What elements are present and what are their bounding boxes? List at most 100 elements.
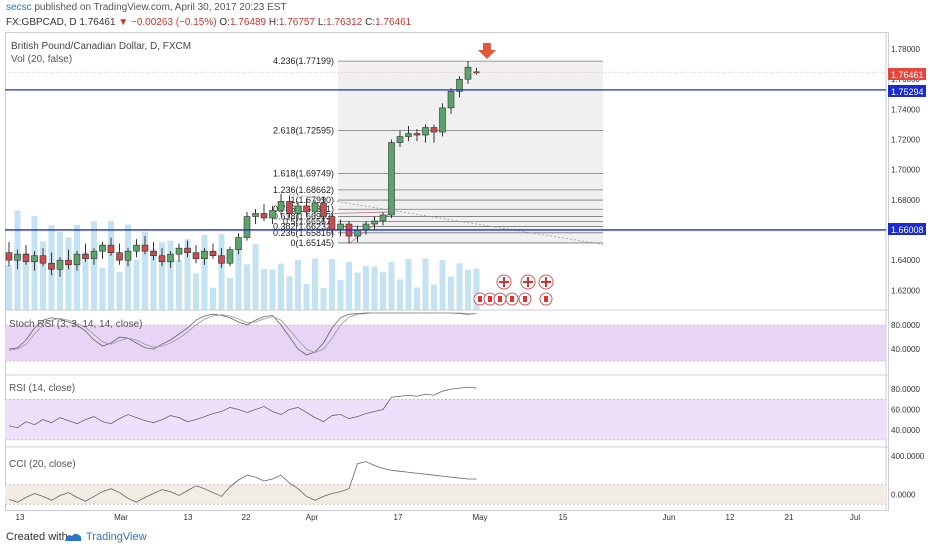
candle-body bbox=[430, 127, 438, 133]
fib-level-label: 0.382(1.66232) bbox=[273, 222, 334, 232]
y-tick-label: 1.72000 bbox=[891, 136, 920, 145]
volume-bar bbox=[363, 266, 369, 310]
candle-body bbox=[235, 237, 242, 250]
volume-bar bbox=[261, 268, 267, 310]
volume-bar bbox=[329, 259, 335, 310]
x-tick-label: 22 bbox=[242, 513, 251, 522]
candle-body bbox=[260, 213, 268, 219]
uk-flag-stripe bbox=[503, 277, 505, 287]
fib-level-label: 0.5(1.66567) bbox=[283, 217, 334, 227]
low-label: L: bbox=[317, 17, 327, 28]
candle-body bbox=[82, 253, 89, 260]
volume-bar bbox=[456, 263, 463, 310]
main-pane-title: British Pound/Canadian Dollar, D, FXCM bbox=[11, 41, 191, 52]
uk-flag-stripe bbox=[527, 277, 529, 287]
volume-bar bbox=[108, 221, 114, 310]
candle-body bbox=[396, 136, 404, 143]
candle-body bbox=[447, 90, 455, 109]
y-tick-label: 1.64000 bbox=[891, 256, 920, 265]
canada-flag-leaf bbox=[498, 296, 502, 302]
footer-brand[interactable]: TradingView bbox=[86, 531, 147, 543]
volume-bar bbox=[295, 260, 301, 310]
candle-body bbox=[422, 127, 429, 136]
candles bbox=[5, 61, 480, 277]
volume-bar bbox=[218, 234, 225, 310]
volume-bar bbox=[244, 264, 250, 310]
volume-bar bbox=[312, 258, 318, 310]
volume-bar bbox=[227, 277, 233, 310]
candle-body bbox=[175, 247, 183, 255]
candle-body bbox=[48, 262, 55, 270]
x-tick-label: May bbox=[472, 513, 487, 522]
candle-body bbox=[439, 107, 446, 133]
volume-bar bbox=[6, 265, 12, 310]
volume-bar bbox=[354, 272, 361, 310]
economic-events[interactable] bbox=[473, 274, 554, 306]
candle-body bbox=[320, 202, 327, 217]
volume-bar bbox=[150, 249, 157, 310]
volume-bar bbox=[422, 258, 429, 310]
volume-bar bbox=[99, 267, 106, 310]
candle-body bbox=[141, 244, 149, 252]
horizontal-lines[interactable] bbox=[5, 71, 886, 231]
candle-body bbox=[56, 259, 64, 270]
candle-body bbox=[456, 78, 463, 92]
volume-bar bbox=[473, 268, 480, 310]
candle-body bbox=[184, 247, 191, 253]
open-value: 1.76489 bbox=[229, 17, 267, 28]
footer: Created with TradingView bbox=[0, 526, 932, 550]
stoch-rsi-label: Stoch RSI (3, 3, 14, 14, close) bbox=[9, 319, 142, 330]
volume-bar bbox=[116, 271, 123, 310]
indicator-line bbox=[8, 461, 477, 503]
candle-body bbox=[303, 205, 310, 213]
x-tick-label: 13 bbox=[184, 513, 193, 522]
candle-body bbox=[133, 244, 140, 252]
volume-bar bbox=[133, 259, 140, 310]
x-tick-label: 13 bbox=[16, 513, 25, 522]
low-value: 1.76312 bbox=[326, 17, 363, 28]
indicator-band bbox=[5, 325, 886, 361]
canada-flag-leaf bbox=[488, 296, 492, 302]
volume-bar bbox=[193, 273, 199, 310]
cci-label: CCI (20, close) bbox=[9, 459, 76, 470]
candle-body bbox=[158, 255, 166, 263]
volume-bar bbox=[176, 260, 182, 310]
indicators: 80.0000 40.0000 80.0000 60.0000 40.0000 400.0… bbox=[5, 312, 925, 505]
indicator-tick: 400.0000 bbox=[891, 452, 925, 461]
indicator-tick: 40.0000 bbox=[891, 345, 920, 354]
high-label: H: bbox=[268, 17, 279, 28]
canada-flag-leaf bbox=[478, 296, 482, 302]
volume-bar bbox=[65, 237, 72, 310]
current-price-tag: 1.76461 bbox=[891, 70, 924, 80]
candle-body bbox=[218, 255, 225, 264]
tradingview-logo-icon[interactable] bbox=[63, 531, 83, 543]
current-price-tag-bg bbox=[888, 68, 926, 80]
candle-body bbox=[294, 205, 302, 214]
fibonacci-extension[interactable]: 4.236(1.77199) 2.618(1.72595) 1.618(1.6974… bbox=[273, 56, 604, 248]
volume-bar bbox=[210, 287, 216, 310]
volume-bar bbox=[82, 251, 89, 310]
candle-body bbox=[209, 250, 217, 257]
indicator-tick: 40.0000 bbox=[891, 426, 920, 435]
candle-body bbox=[167, 253, 174, 263]
candle-body bbox=[31, 255, 38, 263]
volume-bar bbox=[278, 263, 284, 310]
candle-body bbox=[116, 252, 123, 261]
x-tick-label: Mar bbox=[114, 513, 128, 522]
volume-label: Vol (20, false) bbox=[11, 54, 72, 65]
candle-body bbox=[405, 133, 412, 137]
down-arrow-icon[interactable] bbox=[478, 43, 496, 59]
volume-bar bbox=[346, 261, 352, 310]
fib-level-label: 0(1.65145) bbox=[290, 238, 334, 248]
volume-bar bbox=[167, 240, 174, 310]
indicator-tick: 0.0000 bbox=[891, 491, 916, 500]
x-tick-label: 21 bbox=[785, 513, 794, 522]
x-tick-label: Jul bbox=[850, 513, 860, 522]
y-tick-label: 1.78000 bbox=[891, 45, 920, 54]
volume-bar bbox=[252, 243, 259, 310]
x-tick-label: 17 bbox=[394, 513, 403, 522]
publisher-username[interactable]: secsc bbox=[6, 2, 32, 13]
candle-body bbox=[413, 133, 421, 136]
candle-body bbox=[286, 201, 293, 214]
